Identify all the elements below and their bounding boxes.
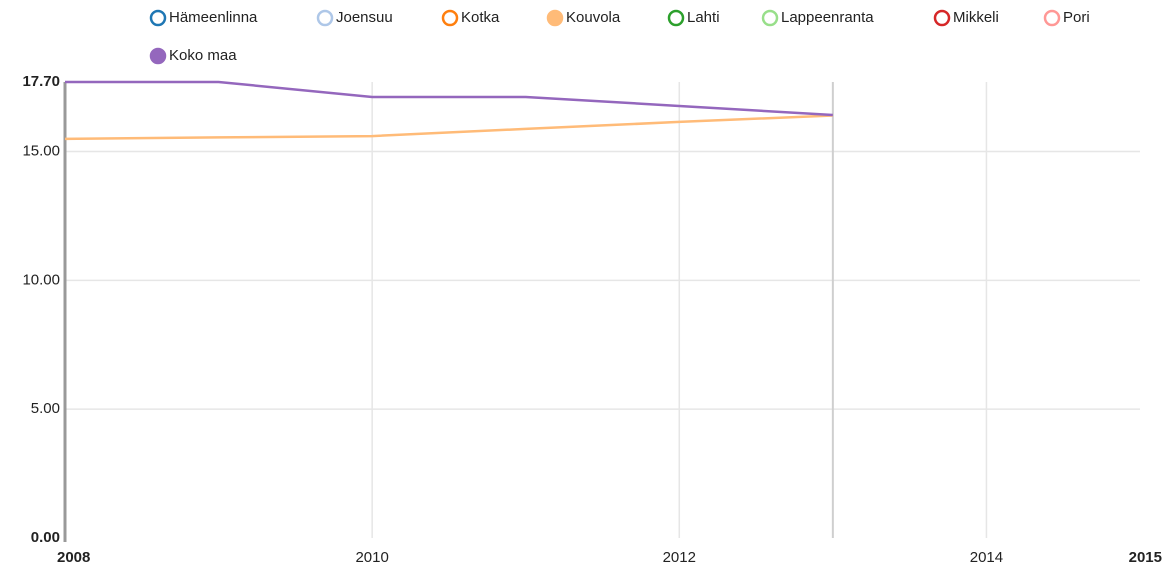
legend-swatch[interactable] <box>933 9 951 27</box>
y-tick-label: 10.00 <box>22 271 60 288</box>
legend-swatch[interactable] <box>546 9 564 27</box>
legend-label[interactable]: Lahti <box>687 9 720 26</box>
legend-label[interactable]: Lappeenranta <box>781 9 874 26</box>
y-tick-label: 15.00 <box>22 143 60 160</box>
x-tick-label: 2012 <box>663 549 696 566</box>
legend-label[interactable]: Mikkeli <box>953 9 999 26</box>
legend-label[interactable]: Koko maa <box>169 47 237 64</box>
legend-swatch[interactable] <box>149 9 167 27</box>
y-tick-label: 0.00 <box>31 529 60 546</box>
legend-swatch[interactable] <box>761 9 779 27</box>
legend-label[interactable]: Hämeenlinna <box>169 9 258 26</box>
legend-swatch[interactable] <box>667 9 685 27</box>
series-line <box>65 80 833 117</box>
x-tick-label: 2015 <box>1129 549 1162 566</box>
legend-swatch[interactable] <box>149 47 167 65</box>
legend-swatch[interactable] <box>316 9 334 27</box>
legend-label[interactable]: Pori <box>1063 9 1090 26</box>
legend-label[interactable]: Joensuu <box>336 9 393 26</box>
series-line <box>64 114 833 141</box>
y-tick-label: 5.00 <box>31 400 60 417</box>
y-tick-label: 17.70 <box>22 73 60 90</box>
legend-label[interactable]: Kouvola <box>566 9 621 26</box>
legend-swatch[interactable] <box>1043 9 1061 27</box>
x-tick-label: 2008 <box>57 549 90 566</box>
legend-label[interactable]: Kotka <box>461 9 500 26</box>
x-tick-label: 2014 <box>970 549 1003 566</box>
x-tick-label: 2010 <box>355 549 388 566</box>
legend-swatch[interactable] <box>441 9 459 27</box>
